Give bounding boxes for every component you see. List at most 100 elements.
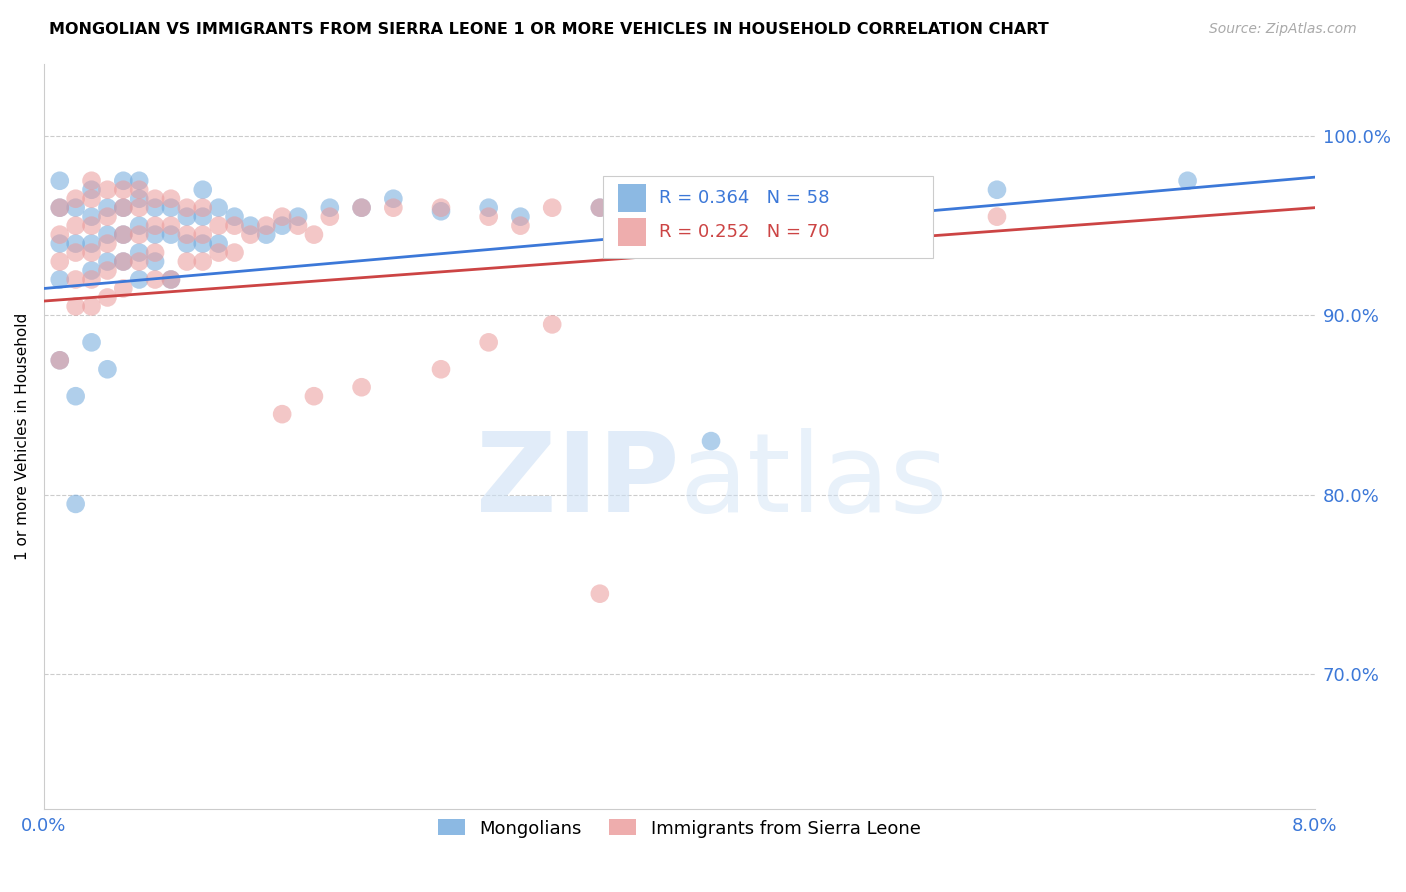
FancyBboxPatch shape — [603, 176, 934, 258]
Point — [65, 236, 87, 251]
Point — [128, 227, 150, 242]
Point — [224, 245, 246, 260]
Point — [176, 236, 198, 251]
Point — [96, 263, 118, 277]
Point — [176, 227, 198, 242]
Point — [302, 227, 325, 242]
Point — [65, 201, 87, 215]
Point — [80, 245, 103, 260]
Point — [176, 201, 198, 215]
Point — [350, 380, 373, 394]
Point — [96, 290, 118, 304]
Point — [65, 300, 87, 314]
Point — [382, 201, 405, 215]
Point — [827, 192, 849, 206]
Bar — [619, 218, 647, 246]
Point — [112, 174, 135, 188]
Point — [49, 236, 72, 251]
Point — [128, 201, 150, 215]
Point — [160, 201, 183, 215]
Point — [160, 227, 183, 242]
Point — [271, 219, 294, 233]
Point — [143, 219, 166, 233]
Point — [160, 272, 183, 286]
Point — [191, 210, 214, 224]
Text: R = 0.252   N = 70: R = 0.252 N = 70 — [659, 223, 830, 241]
Point — [65, 497, 87, 511]
Point — [80, 236, 103, 251]
Point — [287, 219, 309, 233]
Point — [65, 219, 87, 233]
Point — [207, 201, 229, 215]
Point — [96, 210, 118, 224]
Text: ZIP: ZIP — [475, 428, 679, 535]
Point — [112, 254, 135, 268]
Point — [700, 434, 723, 448]
Point — [207, 245, 229, 260]
Point — [96, 236, 118, 251]
Point — [49, 272, 72, 286]
Point — [589, 201, 612, 215]
Point — [96, 227, 118, 242]
Point — [478, 201, 501, 215]
Point — [541, 318, 564, 332]
Point — [509, 219, 531, 233]
Point — [112, 227, 135, 242]
Point — [80, 300, 103, 314]
Point — [49, 174, 72, 188]
Point — [49, 201, 72, 215]
Point — [176, 254, 198, 268]
Point — [350, 201, 373, 215]
Point — [668, 210, 690, 224]
Point — [986, 183, 1008, 197]
Point — [80, 192, 103, 206]
Text: R = 0.364   N = 58: R = 0.364 N = 58 — [659, 189, 830, 207]
Point — [239, 219, 262, 233]
Point — [160, 192, 183, 206]
Point — [49, 353, 72, 368]
Point — [143, 227, 166, 242]
Point — [271, 407, 294, 421]
Point — [430, 204, 453, 219]
Point — [96, 183, 118, 197]
Point — [668, 201, 690, 215]
Point — [907, 201, 929, 215]
Point — [65, 192, 87, 206]
Point — [478, 210, 501, 224]
Point — [112, 254, 135, 268]
Point — [128, 254, 150, 268]
Point — [509, 210, 531, 224]
Point — [143, 254, 166, 268]
Point — [207, 219, 229, 233]
Point — [478, 335, 501, 350]
Point — [271, 210, 294, 224]
Point — [143, 201, 166, 215]
Point — [430, 201, 453, 215]
Point — [143, 245, 166, 260]
Point — [49, 227, 72, 242]
Point — [143, 192, 166, 206]
Point — [254, 227, 277, 242]
Point — [589, 201, 612, 215]
Point — [112, 183, 135, 197]
Point — [143, 272, 166, 286]
Point — [80, 210, 103, 224]
Point — [112, 201, 135, 215]
Point — [65, 389, 87, 403]
Point — [49, 353, 72, 368]
Point — [350, 201, 373, 215]
Point — [1177, 174, 1199, 188]
Point — [96, 201, 118, 215]
Point — [128, 245, 150, 260]
Text: atlas: atlas — [679, 428, 948, 535]
Point — [80, 183, 103, 197]
Point — [191, 236, 214, 251]
Point — [49, 254, 72, 268]
Point — [112, 201, 135, 215]
Point — [589, 587, 612, 601]
Point — [128, 183, 150, 197]
Y-axis label: 1 or more Vehicles in Household: 1 or more Vehicles in Household — [15, 313, 30, 560]
Point — [128, 192, 150, 206]
Point — [96, 254, 118, 268]
Point — [191, 227, 214, 242]
